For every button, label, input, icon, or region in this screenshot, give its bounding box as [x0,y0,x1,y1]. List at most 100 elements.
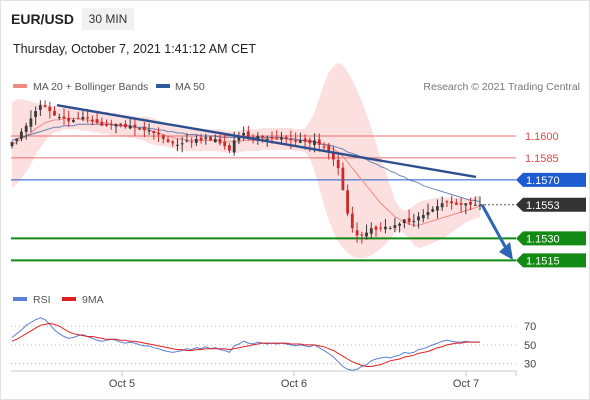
candle-body [393,225,397,228]
candle-body [398,223,401,226]
bollinger-band-layer [12,62,480,259]
candle-body [29,118,33,127]
candle [161,134,165,144]
candle-body [473,204,477,206]
timestamp: Thursday, October 7, 2021 1:41:12 AM CET [13,42,256,56]
candle-body [332,151,335,160]
candle [114,123,118,134]
support-label-tag [516,253,586,268]
candle [199,133,203,144]
candle [346,184,349,217]
candle [105,119,108,127]
candle-body [374,226,378,230]
candle-body [67,117,71,122]
candle-body [43,105,47,107]
candle-body [242,133,245,136]
candle-body [48,106,52,112]
candle [109,119,113,130]
candle-body [469,201,472,205]
candle [417,212,420,229]
candle-body [303,138,307,142]
candle [128,118,132,130]
candle [275,130,279,140]
current-price-label: 1.1553 [526,200,560,212]
candle [445,200,449,208]
candle-body [336,159,340,169]
candle [478,196,482,211]
candle-body [270,137,274,139]
candle-body [157,132,160,135]
rsi-9ma-line [11,322,480,367]
forecast-arrow-head [499,241,513,260]
candle-body [223,141,227,147]
candle [152,130,156,140]
candle-body [402,219,406,223]
legend-label-ma50: MA 50 [175,81,205,93]
candle-body [114,124,118,127]
candle [388,226,392,230]
candle-body [417,216,420,221]
candle-body [440,203,444,208]
candle-body [105,124,108,126]
candle [464,203,468,215]
candle-body [185,140,189,142]
candle [81,111,85,121]
candle-body [194,138,198,143]
resistance-label: 1.1585 [525,153,559,165]
candle-body [161,135,165,139]
candle-body [81,117,85,120]
candle [166,135,170,144]
candle [24,122,28,140]
candle-body [426,212,430,216]
candle-body [199,137,203,141]
timeframe-label: 30 MIN [89,12,128,26]
candle [133,119,137,136]
candle [43,100,47,108]
candle [15,138,19,145]
candle [317,133,321,152]
candle-body [431,209,435,212]
candle-body [109,124,113,126]
candle-body [298,140,302,143]
timeframe-badge[interactable] [82,8,134,30]
candle-body [360,234,364,236]
resistance-label: 1.1600 [525,131,559,143]
candle-body [256,136,260,140]
candle [213,134,217,143]
candle [473,196,477,206]
bollinger-band-area [12,62,480,259]
pivot-label-tag [516,172,586,187]
candle-body [53,111,56,116]
candle [402,219,406,229]
candle [204,133,208,145]
candle [365,224,368,240]
candle [180,136,184,153]
candle [90,115,94,126]
candle [57,113,61,121]
candle-body [86,117,89,119]
legend-swatch-ma50 [156,84,170,88]
candle [62,108,66,125]
candle-body [204,137,208,139]
candle-body [246,131,250,138]
candle-body [280,137,283,140]
candle-body [190,141,193,143]
candle [360,231,364,244]
candle [384,219,387,234]
candle-body [464,203,468,206]
candle [284,135,288,144]
candle [34,106,37,125]
candle [176,138,179,152]
candle-body [100,121,104,126]
candle [355,222,359,243]
candle-body [327,145,331,152]
x-tick-label: Oct 7 [453,378,479,390]
candle [341,162,345,191]
candle-body [138,128,141,130]
candle-body [20,131,23,139]
candle [407,209,411,226]
candle-body [313,140,316,145]
candle-body [459,203,463,205]
candle [374,225,378,237]
candle [29,110,33,133]
